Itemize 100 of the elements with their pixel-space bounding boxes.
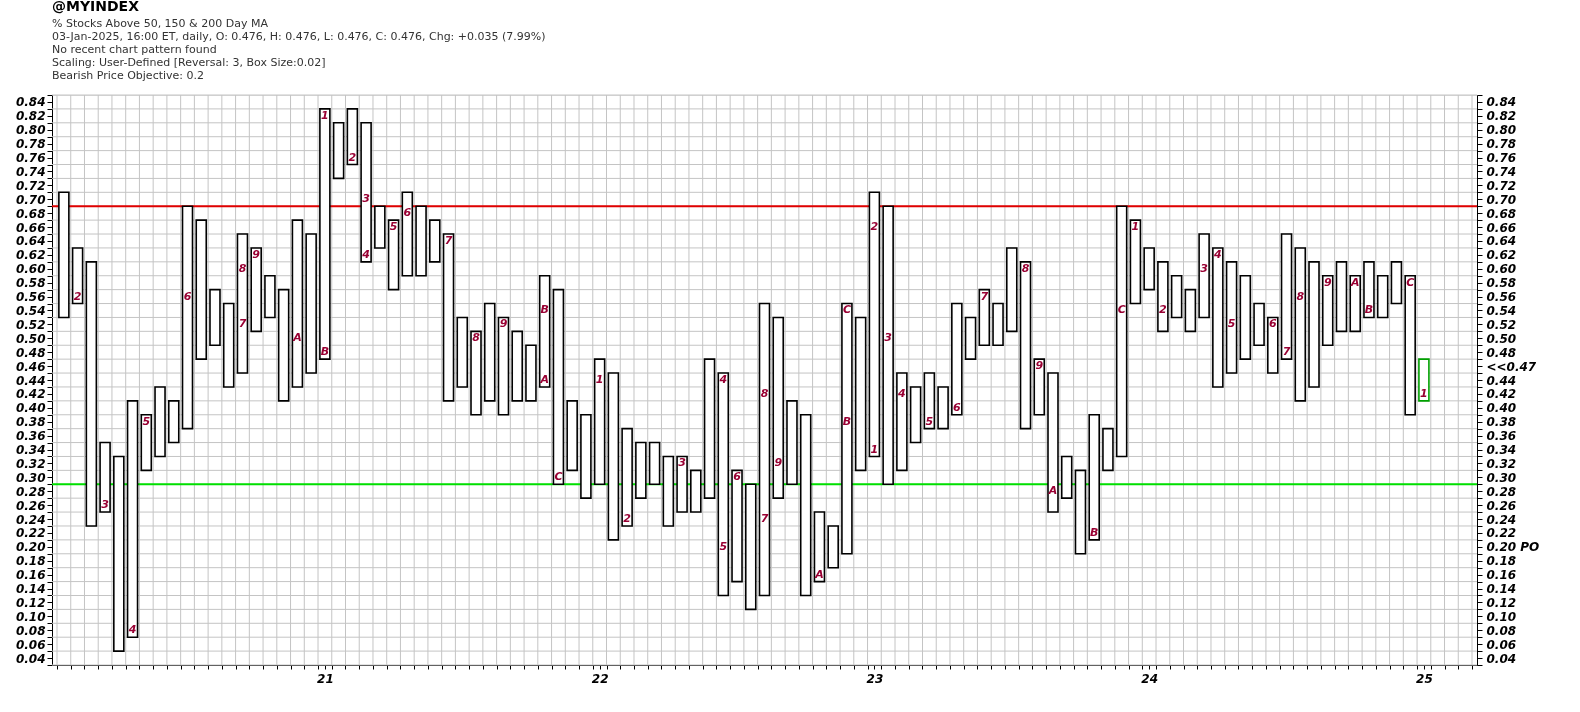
y-tick-label: 0.24 [15,512,46,527]
bar [1349,274,1362,333]
annotation: C [1117,303,1126,317]
annotation: C [554,470,563,484]
y-tick-label: 0.46 [15,359,46,374]
bar [909,386,922,444]
bar [154,386,166,458]
bar [209,288,221,347]
y-tick-label: 0.36 [15,429,46,444]
bar [497,316,510,416]
bar [1363,261,1375,319]
annotation: 2 [623,512,632,526]
y2-tick-label: 0.36 [1486,429,1517,444]
bar [99,441,111,513]
bar [703,358,716,499]
bar [1102,427,1114,472]
bar [1047,372,1059,513]
annotation: 9 [1323,275,1332,289]
y2-tick-label: 0.14 [1486,582,1517,597]
bar [456,316,469,388]
bar [167,400,180,444]
bar [319,108,331,360]
annotation: 8 [760,386,769,400]
bar [951,302,963,416]
bar [195,219,208,360]
annotation: 1 [1131,220,1140,234]
annotation: 6 [1268,317,1277,331]
y-tick-label: 0.66 [15,220,46,235]
annotation: 9 [774,456,783,470]
bar [1088,413,1101,541]
bar [882,205,894,486]
text: Scaling: User-Defined [Reversal: 3, Box Size:0.02] [52,56,326,69]
y2-tick-label: 0.52 [1486,317,1517,332]
bar [1267,316,1279,374]
y2-tick-label: 0.54 [1486,303,1517,318]
y-tick-label: 0.52 [15,317,46,332]
y2-tick-label: 0.72 [1486,178,1517,193]
bar [1390,261,1403,305]
y2-tick-label: 0.28 [1486,484,1517,499]
annotation: 2 [73,289,82,303]
bar [937,386,949,430]
y-tick-label: 0.54 [15,303,46,318]
bar [511,330,524,402]
bar [868,191,881,458]
annotation: B [1364,303,1374,317]
bar [1184,288,1197,333]
annotation: C [1406,275,1415,289]
annotation: A [814,567,824,581]
bar [1033,358,1046,416]
annotation: 6 [953,400,961,414]
y-tick-label: 0.68 [15,206,46,221]
bar [1005,247,1018,333]
bar [717,372,730,597]
bar [744,483,757,611]
y2-tick-label: 0.68 [1486,206,1517,221]
annotation: 2 [1159,303,1168,317]
annotation: B [1090,525,1099,539]
annotation: A [539,373,549,386]
annotation: 1 [321,108,329,122]
annotation: 3 [884,331,893,345]
y-tick-label: 0.42 [15,387,46,402]
y2-tick-label: 0.74 [1486,164,1517,179]
y2-tick-label: 0.40 [1486,401,1517,416]
y2-tick-label: 0.04 [1486,651,1517,666]
y-tick-label: 0.08 [15,623,46,638]
y-tick-label: 0.18 [15,554,46,569]
y-tick-label: 0.60 [15,262,46,277]
y-tick-label: 0.58 [15,276,46,291]
y-tick-label: 0.12 [15,595,46,610]
x-tick-label: 24 [1141,671,1159,686]
y-tick-label: 0.72 [15,178,46,193]
y2-tick-label: 0.42 [1486,387,1517,402]
bar [896,372,908,472]
y-tick-label: 0.64 [15,234,46,249]
bar [85,261,98,527]
bar [1294,247,1307,402]
annotation: 9 [1035,359,1044,373]
bar [758,302,771,597]
bar [786,400,798,486]
bar [332,122,345,180]
annotation: 2 [870,220,879,234]
annotation: 7 [980,289,989,303]
y2-tick-label: 0.20 PO [1486,540,1540,555]
bar [525,344,537,402]
bar [236,233,249,374]
y-tick-label: 0.82 [15,109,46,124]
annotation: 7 [444,233,453,247]
bar [1404,274,1416,416]
annotation: 4 [127,623,137,637]
bar [772,316,785,499]
y2-tick-label: 0.12 [1486,595,1517,610]
y2-tick-label: 0.22 [1486,526,1517,541]
bar [277,288,290,402]
bar [676,455,688,513]
bar [580,413,592,499]
bar [731,469,743,583]
bar [690,469,702,513]
annotation: 8 [238,261,247,275]
y2-tick-label: 0.70 [1486,192,1517,207]
annotation: 6 [183,289,192,303]
